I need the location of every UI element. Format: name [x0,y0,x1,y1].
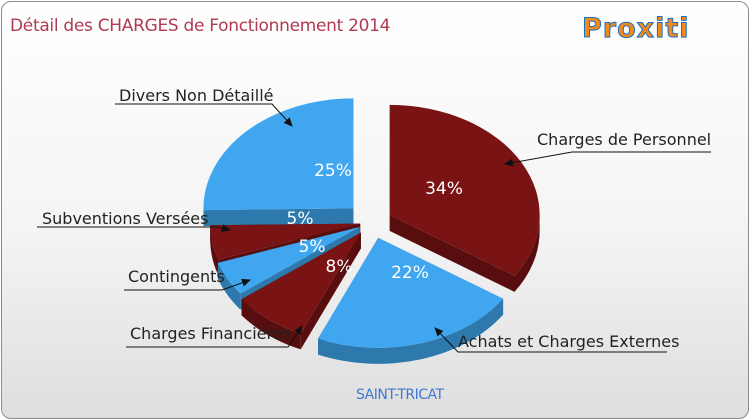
slice-divers-non-detaille [203,98,354,227]
slice-value-label: 22% [391,263,429,283]
slice-charges-de-personnel [389,104,540,292]
callout-line [124,278,251,291]
category-label: Charges de Personnel [537,130,711,149]
logo-text: Proxiti [582,13,690,44]
slice-achats-et-charges-externes [318,237,504,364]
category-label: Achats et Charges Externes [458,332,679,351]
slice-charges-financieres [241,232,361,350]
chart-title: Détail des CHARGES de Fonctionnement 201… [10,16,391,36]
callout-line [126,325,303,348]
proxiti-logo: Proxiti [582,13,690,45]
commune-name: SAINT-TRICAT [356,387,444,403]
category-label: Subventions Versées [42,209,208,228]
callout-line [434,327,667,353]
category-label: Divers Non Détaillé [119,86,273,105]
slice-value-label: 8% [326,257,353,277]
slice-value-label: 25% [314,161,352,181]
slice-value-label: 5% [299,237,326,257]
callout-line [504,151,711,167]
category-label: Charges Financières [130,324,291,343]
callout-line [37,224,231,233]
category-label: Contingents [128,267,225,286]
slice-value-label: 34% [425,179,463,199]
callout-line [115,103,293,127]
slice-value-label: 5% [287,209,314,229]
